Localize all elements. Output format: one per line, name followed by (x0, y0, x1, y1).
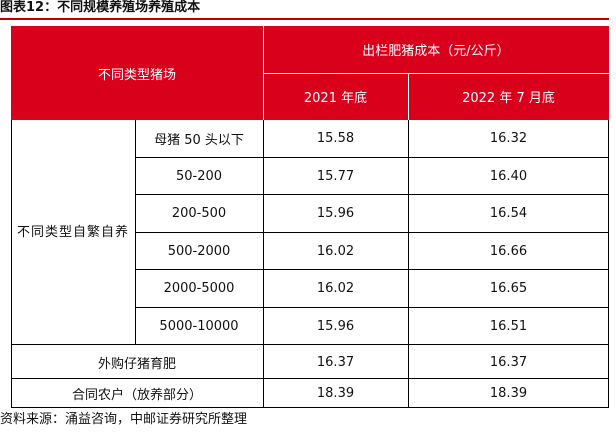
value-2022: 16.32 (489, 131, 528, 147)
source-note: 资料来源：涌益咨询，中邮证券研究所整理 (0, 412, 248, 427)
value-2021: 16.02 (316, 243, 355, 259)
value-2021: 15.58 (316, 131, 355, 147)
grid-line (11, 120, 12, 408)
grid-line (135, 157, 609, 158)
row-label: 合同农户（放养部分） (71, 388, 202, 403)
header-2021: 2021 年底 (263, 73, 408, 120)
grid-line (135, 307, 609, 308)
value-2022: 16.54 (489, 206, 528, 222)
grid-line (11, 378, 609, 379)
grid-line (408, 120, 409, 408)
figure-title: 图表12：不同规模养殖场养殖成本 (0, 0, 201, 15)
value-2021: 15.96 (316, 318, 355, 334)
row-label: 5000-10000 (159, 318, 239, 334)
title-divider (0, 18, 609, 20)
value-2022: 16.66 (489, 243, 528, 259)
value-2021: 18.39 (316, 386, 355, 401)
value-2022: 16.40 (489, 168, 528, 184)
row-label: 外购仔猪育肥 (97, 356, 176, 372)
row-label: 500-2000 (167, 243, 231, 259)
value-2021: 15.77 (316, 168, 355, 184)
header-divider (408, 73, 409, 120)
value-2021: 15.96 (316, 206, 355, 222)
value-2022: 16.37 (489, 354, 528, 370)
value-2021: 16.02 (316, 281, 355, 297)
value-2022: 16.51 (489, 318, 528, 334)
row-label: 母猪 50 头以下 (154, 133, 244, 149)
grid-line (135, 194, 609, 195)
grid-line (11, 344, 609, 345)
group-label-self-breeding: 不同类型自繁自养 (17, 224, 130, 240)
value-2021: 16.37 (316, 354, 355, 370)
header-farm-type: 不同类型猪场 (11, 26, 263, 120)
grid-line (135, 232, 609, 233)
row-label: 200-500 (171, 206, 227, 222)
header-cost-group: 出栏肥猪成本（元/公斤） (263, 26, 609, 73)
row-label: 50-200 (175, 168, 223, 184)
grid-line (135, 269, 609, 270)
header-divider (263, 73, 609, 74)
header-2022: 2022 年 7 月底 (408, 73, 609, 120)
value-2022: 16.65 (489, 281, 528, 297)
cost-table: 不同类型猪场 出栏肥猪成本（元/公斤） 2021 年底 2022 年 7 月底 … (11, 26, 609, 408)
grid-line (608, 120, 609, 408)
row-label: 2000-5000 (163, 281, 235, 297)
grid-line (11, 407, 609, 408)
value-2022: 18.39 (489, 386, 528, 401)
grid-line (263, 120, 264, 408)
